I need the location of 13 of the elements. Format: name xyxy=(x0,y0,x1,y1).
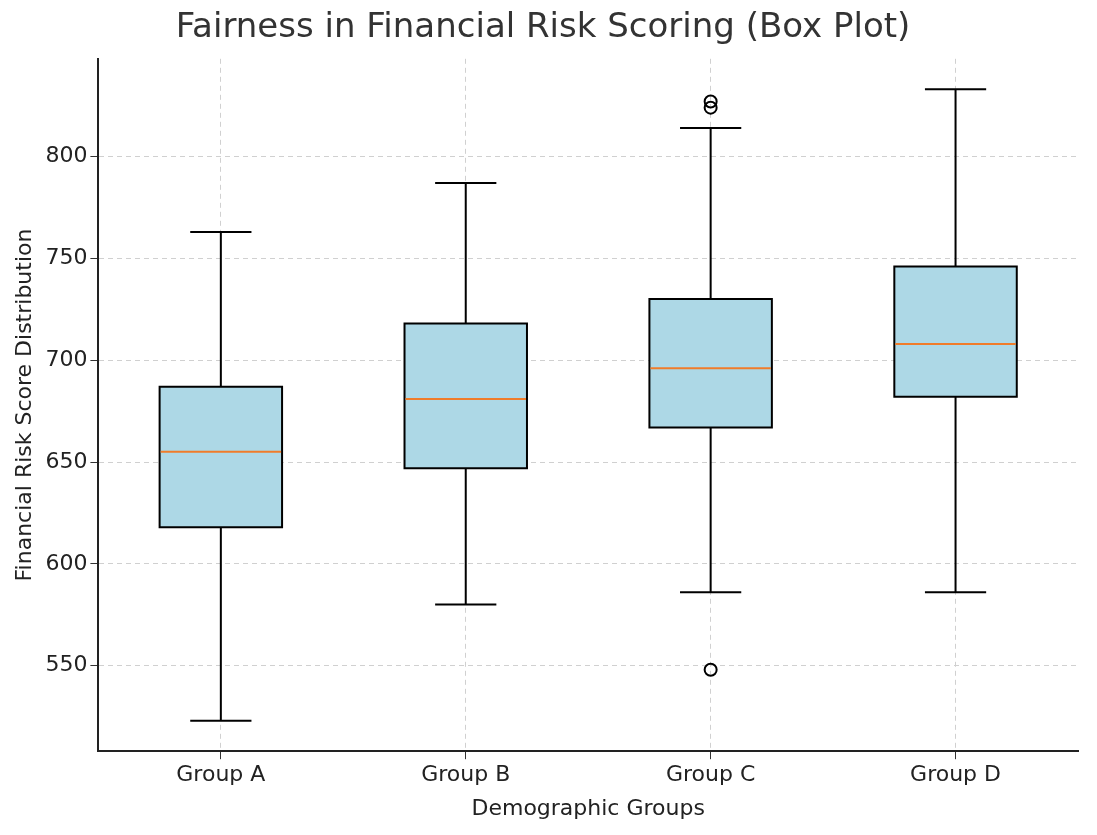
y-tick-label: 550 xyxy=(45,651,88,677)
y-tick-label: 750 xyxy=(45,244,88,270)
y-tick-label: 800 xyxy=(45,142,88,168)
chart-title: Fairness in Financial Risk Scoring (Box Plot) xyxy=(175,5,911,46)
x-tick-label: Group B xyxy=(421,761,511,787)
y-tick-label: 650 xyxy=(45,447,88,473)
y-tick-label: 600 xyxy=(45,549,88,575)
x-tick-label: Group C xyxy=(665,761,756,787)
x-axis-title: Demographic Groups xyxy=(471,794,705,820)
x-tick-label: Group A xyxy=(176,761,266,787)
y-axis-title: Financial Risk Score Distribution xyxy=(10,228,36,582)
y-tick-label: 700 xyxy=(45,345,88,371)
x-tick-label: Group D xyxy=(910,761,1002,787)
